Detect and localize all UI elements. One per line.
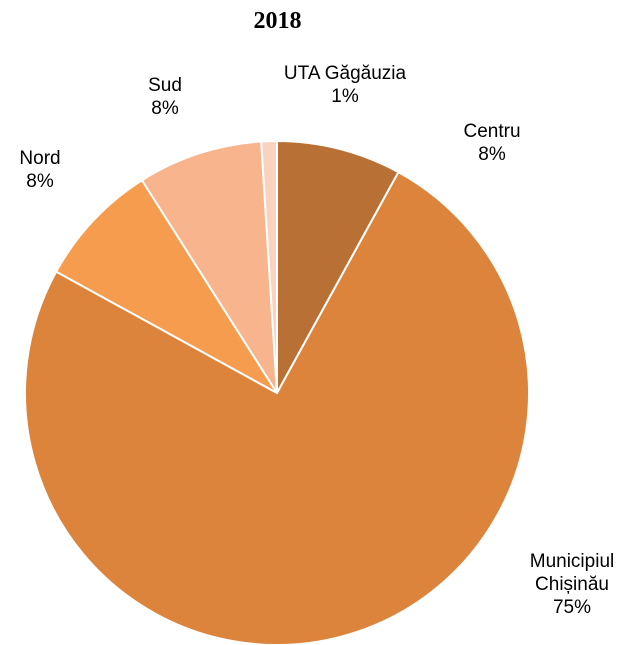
slice-name: Municipiul Chișinău bbox=[529, 551, 615, 595]
slice-value: 1% bbox=[331, 86, 359, 107]
pie-slice bbox=[24, 170, 530, 645]
slice-name: Centru bbox=[463, 121, 521, 142]
pie-slice bbox=[260, 139, 278, 394]
slice-label: Centru 8% bbox=[447, 120, 537, 166]
pie-slice bbox=[140, 140, 278, 394]
slice-label: Nord 8% bbox=[0, 147, 85, 193]
slice-value: 8% bbox=[26, 171, 54, 192]
slice-name: Sud bbox=[148, 75, 182, 96]
slice-label: Sud 8% bbox=[120, 74, 210, 120]
slice-label: UTA Găgăuzia 1% bbox=[260, 62, 430, 108]
slice-name: Nord bbox=[19, 148, 61, 169]
slice-name: UTA Găgăuzia bbox=[283, 63, 407, 84]
pie-slice bbox=[276, 139, 400, 394]
chart-title: 2018 bbox=[253, 8, 302, 34]
slice-label: Municipiul Chișinău 75% bbox=[517, 550, 627, 619]
pie-slice bbox=[54, 178, 278, 394]
slice-value: 8% bbox=[151, 98, 179, 119]
slice-value: 8% bbox=[478, 144, 506, 165]
slice-value: 75% bbox=[552, 597, 592, 618]
